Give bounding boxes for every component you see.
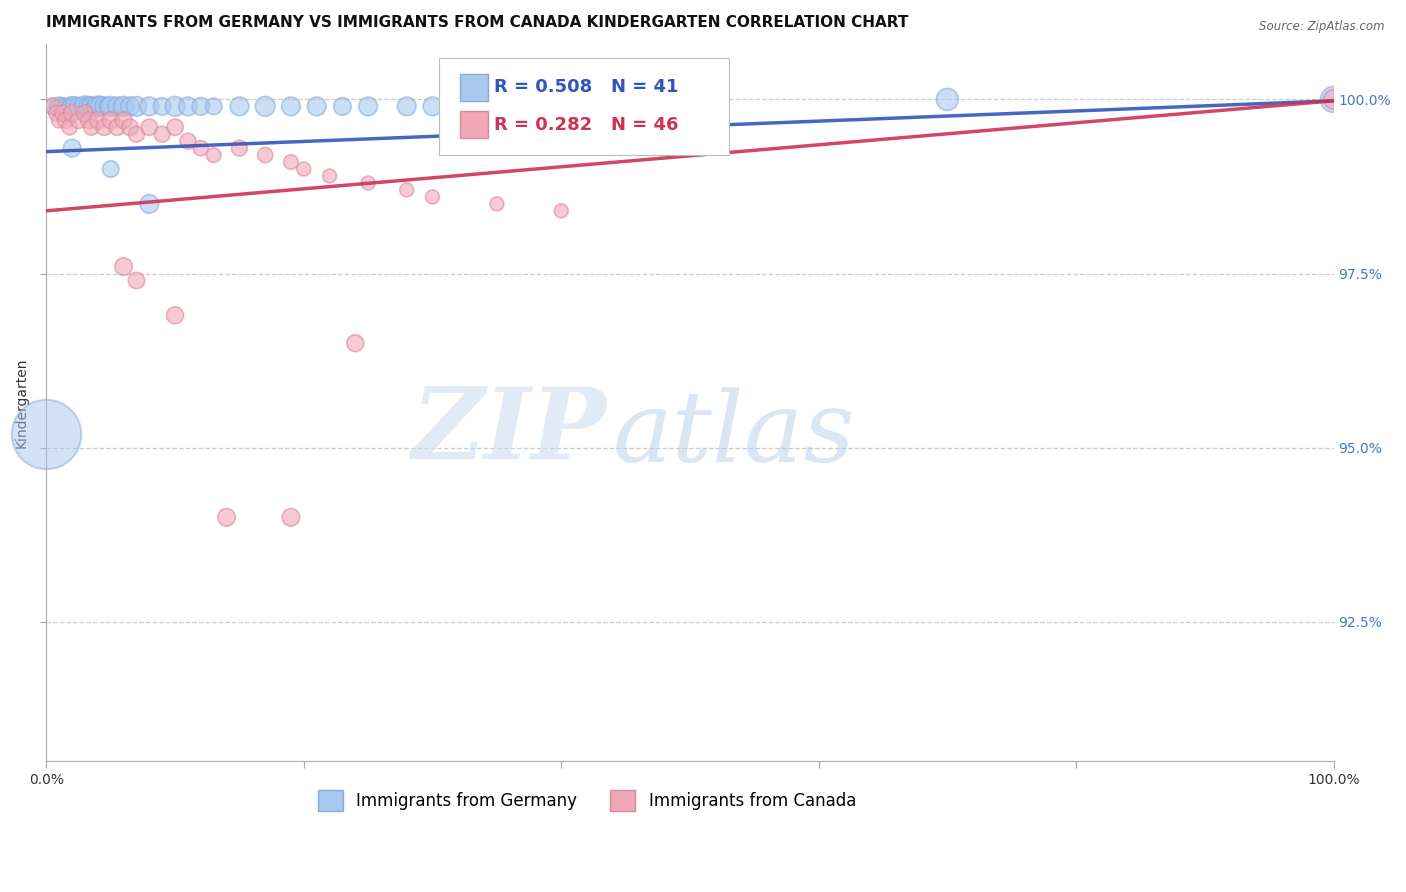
Point bbox=[254, 148, 277, 162]
FancyBboxPatch shape bbox=[460, 112, 488, 138]
Point bbox=[177, 99, 200, 113]
Point bbox=[35, 426, 58, 441]
Point bbox=[60, 106, 83, 120]
Point bbox=[93, 120, 115, 135]
Point bbox=[58, 99, 80, 113]
Point bbox=[72, 99, 94, 113]
Point bbox=[125, 127, 148, 141]
FancyBboxPatch shape bbox=[460, 74, 488, 101]
Point bbox=[89, 99, 111, 113]
Point bbox=[100, 99, 122, 113]
Point bbox=[936, 92, 959, 106]
Text: atlas: atlas bbox=[613, 387, 855, 483]
Point bbox=[395, 99, 418, 113]
Point bbox=[112, 99, 135, 113]
Point bbox=[60, 99, 83, 113]
FancyBboxPatch shape bbox=[439, 58, 728, 155]
Point bbox=[280, 99, 302, 113]
Point bbox=[190, 141, 212, 155]
Point bbox=[202, 99, 225, 113]
Point bbox=[177, 134, 200, 148]
Point bbox=[80, 99, 103, 113]
Point bbox=[45, 106, 67, 120]
Point bbox=[100, 113, 122, 128]
Point bbox=[100, 162, 122, 177]
Point bbox=[138, 120, 160, 135]
Text: R = 0.508   N = 41: R = 0.508 N = 41 bbox=[495, 78, 679, 96]
Point bbox=[112, 260, 135, 274]
Point bbox=[87, 99, 110, 113]
Point bbox=[67, 113, 90, 128]
Text: R = 0.282   N = 46: R = 0.282 N = 46 bbox=[495, 116, 679, 134]
Point bbox=[125, 273, 148, 287]
Point bbox=[138, 197, 160, 211]
Point bbox=[48, 99, 70, 113]
Point bbox=[485, 197, 508, 211]
Point bbox=[228, 141, 250, 155]
Point bbox=[1322, 92, 1344, 106]
Point bbox=[80, 120, 103, 135]
Point bbox=[150, 99, 173, 113]
Point bbox=[318, 169, 340, 183]
Point bbox=[292, 162, 315, 177]
Legend: Immigrants from Germany, Immigrants from Canada: Immigrants from Germany, Immigrants from… bbox=[311, 784, 863, 817]
Point bbox=[150, 127, 173, 141]
Point bbox=[357, 176, 380, 190]
Point bbox=[97, 99, 120, 113]
Point bbox=[73, 99, 96, 113]
Point bbox=[215, 510, 238, 524]
Point bbox=[422, 99, 444, 113]
Point bbox=[48, 113, 70, 128]
Point bbox=[51, 99, 73, 113]
Point bbox=[105, 120, 128, 135]
Point bbox=[332, 99, 354, 113]
Y-axis label: Kindergarten: Kindergarten bbox=[15, 357, 30, 448]
Point bbox=[58, 120, 80, 135]
Point bbox=[87, 113, 110, 128]
Point bbox=[63, 99, 86, 113]
Point bbox=[138, 99, 160, 113]
Point bbox=[190, 99, 212, 113]
Text: ZIP: ZIP bbox=[412, 383, 606, 479]
Point bbox=[165, 120, 187, 135]
Text: IMMIGRANTS FROM GERMANY VS IMMIGRANTS FROM CANADA KINDERGARTEN CORRELATION CHART: IMMIGRANTS FROM GERMANY VS IMMIGRANTS FR… bbox=[46, 15, 908, 30]
Point bbox=[228, 99, 250, 113]
Point bbox=[73, 106, 96, 120]
Point bbox=[1322, 92, 1344, 106]
Point bbox=[305, 99, 328, 113]
Point bbox=[42, 99, 65, 113]
Point bbox=[77, 113, 100, 128]
Point bbox=[485, 99, 508, 113]
Point bbox=[45, 99, 67, 113]
Point bbox=[52, 106, 75, 120]
Point bbox=[55, 113, 77, 128]
Text: Source: ZipAtlas.com: Source: ZipAtlas.com bbox=[1260, 20, 1385, 33]
Point bbox=[77, 99, 100, 113]
Point bbox=[67, 99, 90, 113]
Point bbox=[112, 113, 135, 128]
Point bbox=[84, 99, 107, 113]
Point bbox=[280, 155, 302, 169]
Point bbox=[125, 99, 148, 113]
Point bbox=[60, 141, 83, 155]
Point bbox=[344, 336, 367, 351]
Point bbox=[422, 190, 444, 204]
Point bbox=[93, 99, 115, 113]
Point bbox=[202, 148, 225, 162]
Point bbox=[357, 99, 380, 113]
Point bbox=[165, 99, 187, 113]
Point bbox=[550, 99, 572, 113]
Point bbox=[118, 120, 141, 135]
Point bbox=[395, 183, 418, 197]
Point bbox=[254, 99, 277, 113]
Point bbox=[55, 99, 77, 113]
Point bbox=[105, 99, 128, 113]
Point bbox=[42, 99, 65, 113]
Point bbox=[550, 203, 572, 218]
Point bbox=[118, 99, 141, 113]
Point bbox=[165, 308, 187, 322]
Point bbox=[280, 510, 302, 524]
